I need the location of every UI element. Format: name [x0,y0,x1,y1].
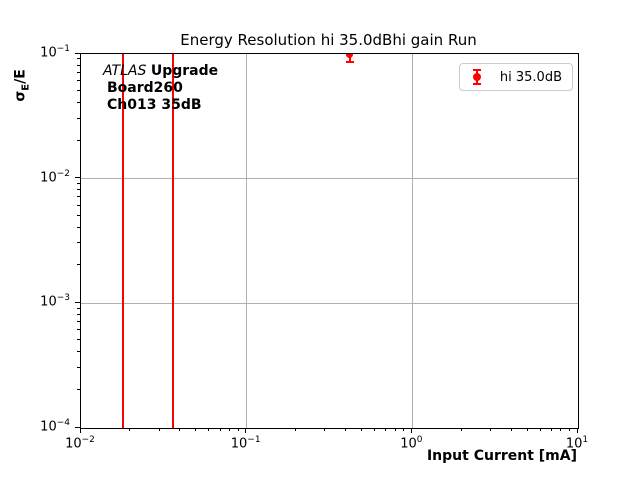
x-minor-tick [489,428,491,431]
y-major-tick [75,177,80,179]
x-minor-tick [360,428,362,431]
annotation-line-3: Ch013 35dB [107,97,202,113]
atlas-annotation: ATLAS Upgrade Board260 Ch013 35dB [103,63,218,114]
y-major-tick [75,426,80,428]
x-minor-tick [324,428,326,431]
y-minor-tick [77,102,80,104]
annotation-upgrade: Upgrade [150,63,219,79]
chart-title: Energy Resolution hi 35.0dBhi gain Run [180,31,477,49]
y-minor-tick [77,117,80,119]
y-minor-tick [77,80,80,82]
y-minor-tick [77,313,80,315]
x-minor-tick [195,428,197,431]
x-minor-tick [394,428,396,431]
legend-errorbar-cap-bottom [472,83,481,85]
ylabel-sub: E [20,83,32,91]
x-minor-tick [550,428,552,431]
vertical-marker-line [172,54,175,428]
x-tick-label: 10−1 [230,435,261,452]
x-major-tick [79,428,81,433]
y-minor-tick [77,204,80,206]
y-tick-label: 10−4 [40,418,70,435]
x-minor-tick [560,428,562,431]
legend: hi 35.0dB [458,63,573,91]
x-minor-tick [129,428,131,431]
x-axis-label: Input Current [mA] [426,448,577,464]
plot-area: ATLAS Upgrade Board260 Ch013 35dB hi 35.… [80,53,579,429]
y-minor-tick [77,367,80,369]
y-minor-tick [77,264,80,266]
x-minor-tick [460,428,462,431]
y-minor-tick [77,64,80,66]
x-minor-tick [208,428,210,431]
x-minor-tick [374,428,376,431]
legend-errorbar-cap-top [472,69,481,71]
y-minor-tick [77,242,80,244]
gridline-horizontal [81,302,578,304]
y-tick-label: 10−3 [40,293,70,310]
y-minor-tick [77,339,80,341]
x-major-tick [410,428,412,433]
x-minor-tick [158,428,160,431]
legend-errorbar-icon [472,68,482,86]
x-minor-tick [179,428,181,431]
ylabel-sigma: σ [12,90,29,102]
legend-label: hi 35.0dB [499,69,562,85]
y-minor-tick [77,351,80,353]
annotation-line-1: ATLAS Upgrade [103,63,218,80]
x-minor-tick [237,428,239,431]
y-minor-tick [77,58,80,60]
y-minor-tick [77,189,80,191]
y-axis-label: σE/E [13,54,32,116]
x-major-tick [576,428,578,433]
legend-marker-dot [472,73,481,81]
gridline-horizontal [81,178,578,180]
x-tick-label: 101 [565,435,589,452]
annotation-line-2: Board260 [107,80,183,96]
x-minor-tick [568,428,570,431]
y-minor-tick [77,321,80,323]
x-minor-tick [510,428,512,431]
x-minor-tick [219,428,221,431]
y-minor-tick [77,196,80,198]
y-major-tick [75,301,80,303]
plot-clip-region [81,54,578,428]
annotation-atlas: ATLAS [103,63,147,79]
x-minor-tick [295,428,297,431]
data-point-marker [346,54,354,58]
vertical-marker-line [122,54,125,428]
y-minor-tick [77,214,80,216]
x-minor-tick [385,428,387,431]
y-minor-tick [77,139,80,141]
x-major-tick [245,428,247,433]
y-minor-tick [77,329,80,331]
y-major-tick [75,52,80,54]
errorbar-cap [345,60,354,63]
x-minor-tick [539,428,541,431]
y-minor-tick [77,388,80,390]
x-minor-tick [526,428,528,431]
gridline-vertical [246,54,248,428]
y-tick-label: 10−1 [40,44,70,61]
x-minor-tick [344,428,346,431]
y-minor-tick [77,307,80,309]
x-tick-label: 10−2 [65,435,95,452]
errorbar-line [348,54,351,62]
x-tick-label: 100 [400,435,423,452]
y-minor-tick [77,71,80,73]
gridline-vertical [411,54,413,428]
y-minor-tick [77,226,80,228]
y-minor-tick [77,90,80,92]
x-minor-tick [403,428,405,431]
y-minor-tick [77,182,80,184]
y-tick-label: 10−2 [40,168,70,185]
ylabel-rest: /E [12,69,29,84]
x-minor-tick [229,428,231,431]
